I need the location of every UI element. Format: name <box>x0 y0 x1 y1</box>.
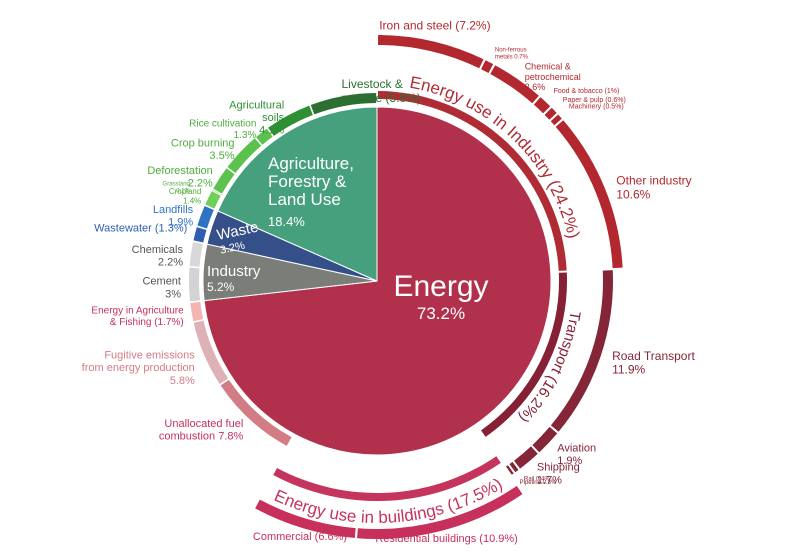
ring-rice-cultivation <box>255 128 273 145</box>
ring-label-chemical-petrochemical: Chemical & petrochemical 3.6% <box>525 62 581 93</box>
ring-label-livestock-manure: Livestock & manure (5.8%) <box>342 77 421 105</box>
rings-layer <box>188 35 623 540</box>
ring-food-tobacco <box>533 97 551 114</box>
ring-label-rail: Rail 0.4% <box>524 477 550 483</box>
ring-label-machinery: Machinery (0.5%) <box>569 104 624 111</box>
group-band-energy-use-in-buildings <box>273 456 501 502</box>
ring-label-aviation: Aviation 1.9% <box>557 442 596 467</box>
sector-value-waste: 3.2% <box>219 240 246 257</box>
sector-label-energy: Energy <box>393 270 488 303</box>
ring-label-rice-cultivation: Rice cultivation 1.3% <box>189 119 256 142</box>
ring-cement <box>188 267 201 302</box>
ring-label-crop-burning: Crop burning 3.5% <box>171 137 235 162</box>
ring-label-road-transport: Road Transport 11.9% <box>612 349 695 377</box>
ring-label-agricultural-soils: Agricultural soils 4.1% <box>229 99 285 136</box>
ring-label-commercial: Commercial (6.6%) <box>253 531 347 543</box>
sector-label-industry: Industry <box>207 263 261 280</box>
ring-deforestation <box>213 168 235 194</box>
ring-road-transport <box>550 270 613 432</box>
ring-chemical-petrochemical <box>490 65 539 104</box>
ring-label-fugitive-emissions-from-energy-production: Fugitive emissions from energy production… <box>82 350 196 387</box>
slice-agriculture-forestry-land-use <box>217 106 378 282</box>
ring-label-chemicals: Chemicals 2.2% <box>132 244 184 269</box>
ring-pipeline <box>506 465 514 475</box>
ring-machinery <box>550 114 562 126</box>
ring-label-cropland: Cropland 1.4% <box>169 187 201 205</box>
ring-residential-buildings <box>357 485 523 540</box>
sector-label-agriculture-forestry-land-use: Agriculture, Forestry & Land Use <box>268 154 354 209</box>
ring-unallocated-fuel-combustion <box>220 379 292 446</box>
ring-grassland <box>212 189 222 195</box>
group-band-transport <box>481 272 568 437</box>
ring-label-wastewater: Wastewater (1.3%) <box>94 223 187 235</box>
ring-label-shipping: Shipping 1.7% <box>537 462 580 487</box>
ring-paper-pulp <box>544 107 557 120</box>
ring-label-landfills: Landfills 1.9% <box>153 204 194 229</box>
pie-layer <box>202 106 552 456</box>
ring-label-deforestation: Deforestation 2.2% <box>147 165 213 190</box>
ring-label-other-industry: Other industry 10.6% <box>616 174 691 202</box>
sector-value-agriculture-forestry-land-use: 18.4% <box>268 214 305 229</box>
ring-label-pipeline: Pipeline 0.3% <box>520 480 557 486</box>
ring-aviation <box>532 426 558 453</box>
ring-label-residential-buildings: Residential buildings (10.9%) <box>375 533 517 545</box>
ring-iron-and-steel <box>378 35 484 69</box>
ring-label-grassland: Grassland 0.1% <box>163 182 191 195</box>
ring-wastewater <box>193 227 207 243</box>
ring-crop-burning <box>227 138 262 174</box>
ring-chemicals <box>189 241 203 267</box>
ring-other-industry <box>555 120 623 269</box>
ring-agricultural-soils <box>268 105 313 136</box>
ring-fugitive-emissions-from-energy-production <box>193 320 229 385</box>
ring-label-food-tobacco: Food & tobacco (1%) <box>554 88 620 95</box>
ring-livestock-manure <box>310 93 377 115</box>
ring-label-cement: Cement 3% <box>142 276 181 301</box>
sector-value-energy: 73.2% <box>417 304 465 323</box>
ring-landfills <box>197 206 214 229</box>
ring-commercial <box>255 499 356 539</box>
ring-label-paper-pulp: Paper & pulp (0.6%) <box>563 97 626 104</box>
ring-cropland <box>205 191 221 209</box>
slice-energy <box>203 106 552 456</box>
ring-label-energy-in-agriculture-fishing: Energy in Agriculture & Fishing (1.7%) <box>91 306 184 329</box>
ring-label-non-ferrous-metals: Non-ferrous metals 0.7% <box>495 48 529 61</box>
ring-energy-in-agriculture-fishing <box>190 301 204 322</box>
ring-label-iron-and-steel: Iron and steel (7.2%) <box>379 19 490 33</box>
ring-shipping <box>514 446 538 469</box>
ring-non-ferrous-metals <box>481 60 494 73</box>
ring-rail <box>509 461 519 473</box>
sector-value-industry: 5.2% <box>207 280 235 294</box>
ring-label-unallocated-fuel-combustion: Unallocated fuel combustion 7.8% <box>159 418 244 443</box>
